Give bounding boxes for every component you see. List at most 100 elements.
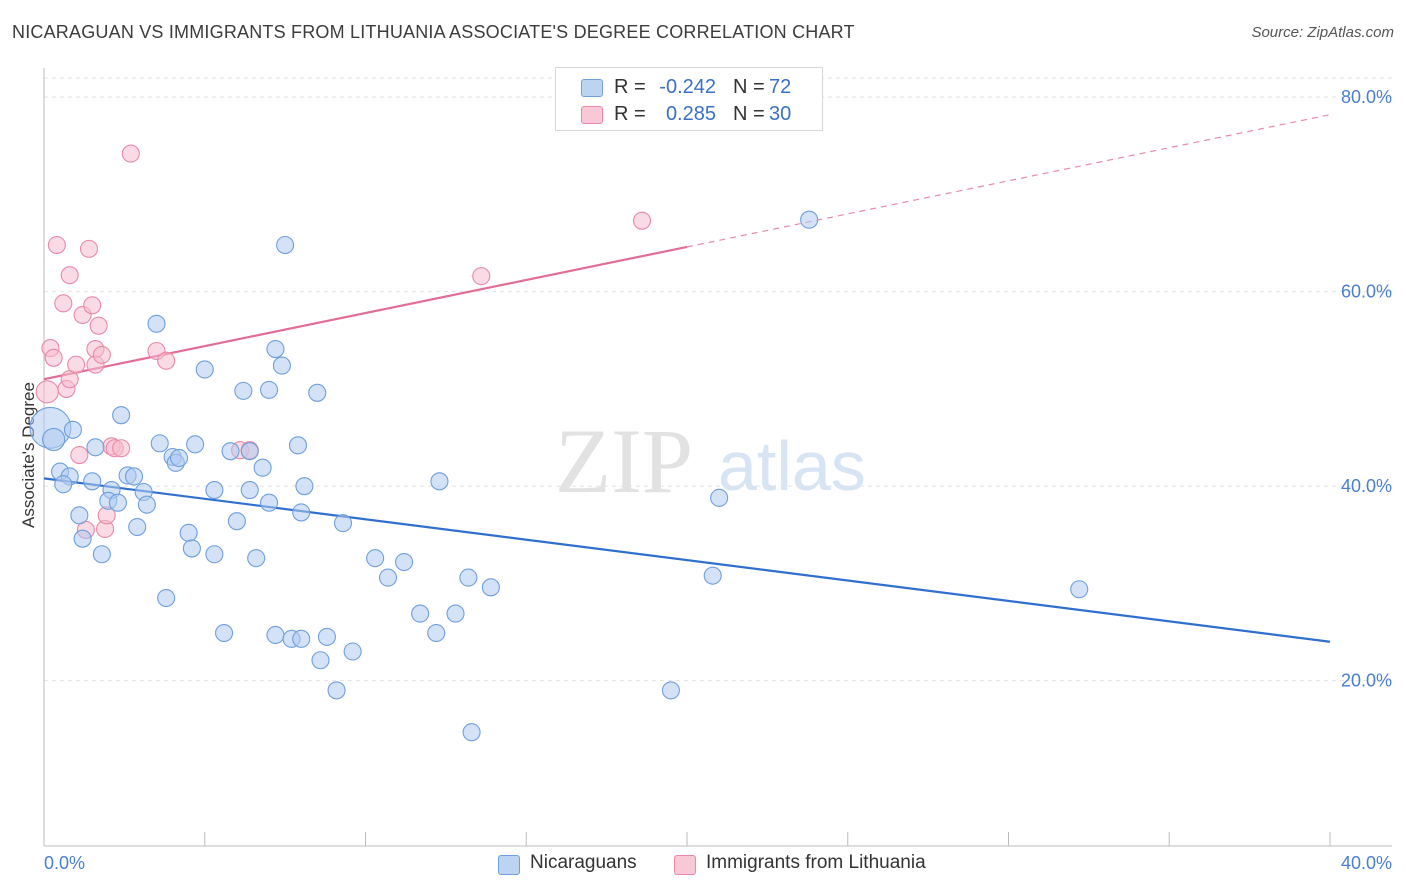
point-nicaraguans (266, 340, 285, 359)
point-nicaraguans (92, 545, 111, 564)
legend-row-nicaraguans: R = -0.242 N = 72 (556, 73, 822, 101)
legend-r-value: -0.242 (659, 76, 716, 98)
point-nicaraguans (459, 568, 478, 587)
point-nicaraguans (137, 495, 156, 514)
point-lithuania (112, 439, 131, 458)
point-nicaraguans (83, 472, 102, 491)
point-lithuania (47, 235, 66, 255)
trend-line-lithuania (43, 245, 688, 381)
point-nicaraguans (259, 493, 279, 512)
point-nicaraguans (288, 436, 308, 455)
point-nicaraguans (169, 448, 189, 468)
y-tick-label: 20.0% (1341, 671, 1392, 691)
point-nicaraguans (308, 383, 327, 402)
point-nicaraguans (317, 627, 336, 646)
trend-line-nicaraguans (43, 477, 1331, 643)
point-lithuania (92, 345, 111, 364)
point-nicaraguans (343, 642, 362, 661)
point-nicaraguans (366, 549, 385, 568)
x-tick-label: 0.0% (44, 853, 85, 873)
point-nicaraguans (703, 566, 722, 585)
y-axis-label: Associate's Degree (19, 382, 38, 528)
point-nicaraguans (481, 578, 500, 597)
legend-n-value: 72 (769, 76, 792, 98)
point-lithuania (44, 348, 63, 367)
point-nicaraguans (276, 235, 295, 255)
watermark-atlas: atlas (718, 427, 866, 505)
point-lithuania (157, 351, 176, 370)
x-tick-label: 40.0% (1341, 853, 1392, 873)
legend-r-label: R = (614, 103, 646, 125)
point-nicaraguans (253, 458, 272, 477)
y-tick-label: 60.0% (1341, 282, 1392, 302)
point-lithuania (70, 446, 89, 465)
point-lithuania (472, 267, 491, 286)
y-tick-label: 40.0% (1341, 476, 1392, 496)
point-nicaraguans (86, 438, 105, 457)
point-lithuania (632, 211, 652, 230)
point-nicaraguans (292, 629, 311, 648)
point-nicaraguans (292, 503, 311, 522)
point-nicaraguans (378, 568, 398, 587)
point-nicaraguans (247, 549, 266, 568)
point-nicaraguans (295, 477, 314, 496)
stats-legend: R = -0.242 N = 72 R = 0.285 N = 30 (555, 67, 823, 131)
point-lithuania (54, 294, 73, 313)
point-nicaraguans (311, 651, 330, 670)
point-nicaraguans (124, 467, 144, 486)
point-nicaraguans (240, 442, 259, 461)
point-nicaraguans (221, 442, 240, 461)
point-nicaraguans (147, 314, 166, 333)
point-nicaraguans (395, 552, 414, 572)
point-nicaraguans (1070, 580, 1089, 599)
point-lithuania (67, 355, 86, 374)
watermark-zip: ZIP (555, 410, 693, 512)
point-nicaraguans (128, 517, 147, 537)
legend-swatch-blue (581, 79, 603, 97)
point-nicaraguans (157, 588, 176, 608)
point-lithuania (89, 316, 108, 335)
point-nicaraguans (234, 381, 253, 400)
legend-r-label: R = (614, 76, 646, 98)
point-nicaraguans (70, 506, 89, 525)
point-nicaraguans (462, 723, 481, 742)
point-nicaraguans (327, 681, 346, 700)
point-nicaraguans (182, 539, 201, 558)
point-lithuania (83, 296, 102, 315)
point-nicaraguans (661, 681, 680, 700)
chart-source: Source: ZipAtlas.com (1251, 24, 1394, 41)
point-nicaraguans (214, 623, 234, 643)
point-nicaraguans (150, 434, 169, 453)
legend-r-value: 0.285 (665, 103, 716, 125)
point-nicaraguans (108, 493, 127, 512)
chart-title: NICARAGUAN VS IMMIGRANTS FROM LITHUANIA … (12, 22, 855, 42)
point-nicaraguans (195, 360, 214, 379)
series-legend: Nicaraguans Immigrants from Lithuania (0, 852, 1406, 880)
point-nicaraguans (227, 512, 246, 531)
point-nicaraguans (63, 420, 82, 439)
point-nicaraguans (205, 545, 224, 564)
legend-n-label: N = (733, 103, 765, 125)
point-nicaraguans (54, 475, 73, 494)
data-points (29, 144, 1089, 742)
legend-label-nicaraguans: Nicaraguans (530, 852, 637, 873)
point-nicaraguans (800, 210, 819, 229)
point-lithuania (35, 380, 59, 404)
point-nicaraguans (710, 488, 729, 507)
point-lithuania (60, 266, 79, 285)
point-nicaraguans (333, 514, 353, 533)
point-nicaraguans (411, 604, 430, 623)
point-lithuania (121, 144, 140, 163)
legend-swatch-blue (498, 855, 520, 875)
point-nicaraguans (430, 472, 449, 491)
point-nicaraguans (446, 604, 465, 623)
point-lithuania (79, 239, 99, 258)
y-tick-labels: 20.0% 40.0% 60.0% 80.0% (1341, 87, 1392, 691)
legend-n-label: N = (733, 76, 765, 98)
point-nicaraguans (179, 523, 198, 542)
point-nicaraguans (112, 406, 131, 425)
point-nicaraguans (266, 625, 285, 645)
point-nicaraguans (205, 481, 224, 500)
legend-swatch-pink (674, 855, 696, 875)
